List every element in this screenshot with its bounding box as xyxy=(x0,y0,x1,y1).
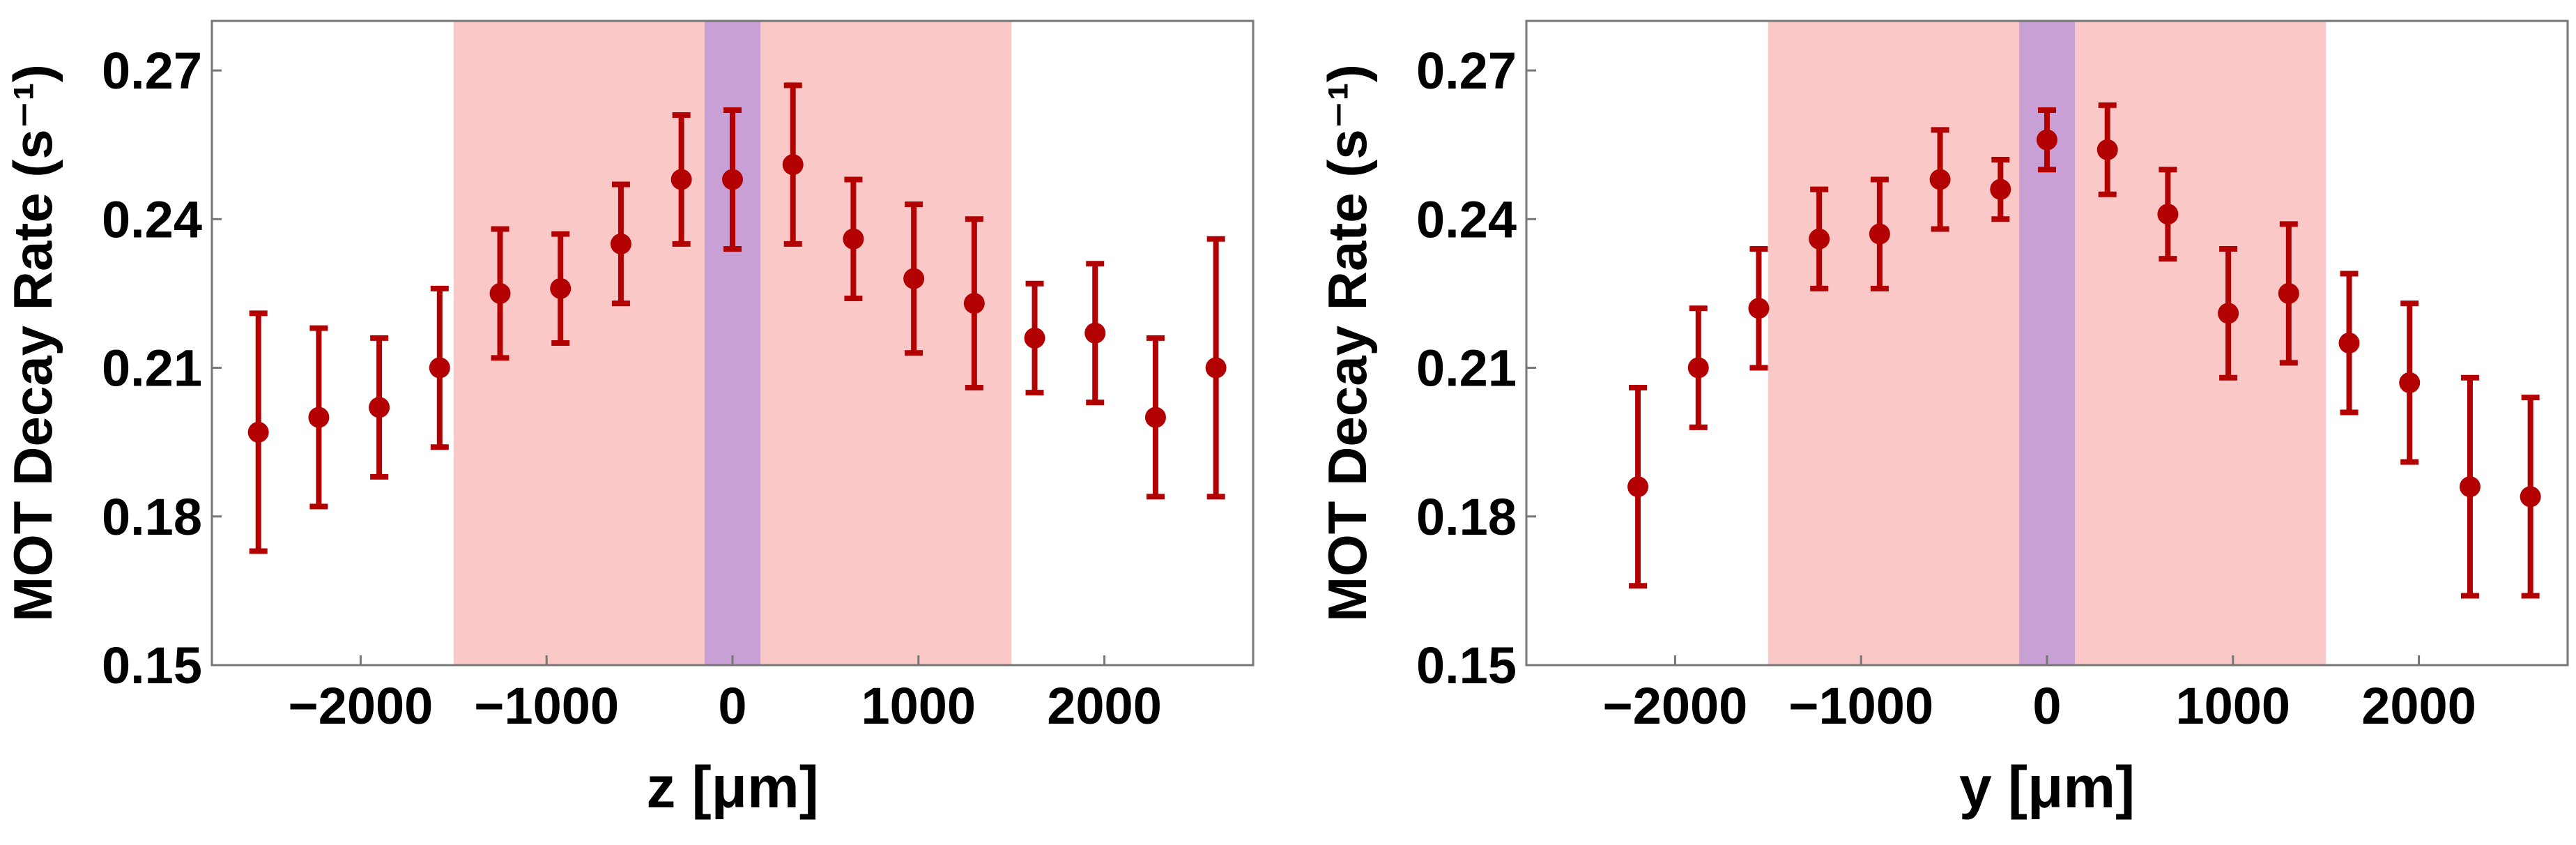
data-point xyxy=(1687,357,1709,379)
x-tick-label: −1000 xyxy=(474,677,619,735)
y-axis-label: MOT Decay Rate (s⁻¹) xyxy=(1317,64,1378,622)
data-point xyxy=(247,421,269,443)
x-tick-label: −1000 xyxy=(1788,677,1933,735)
data-point xyxy=(670,169,692,190)
x-tick-label: 2000 xyxy=(1047,677,1162,735)
data-point xyxy=(782,154,804,176)
data-point xyxy=(1205,357,1227,379)
data-point xyxy=(1748,298,1770,319)
y-tick-label: 0.27 xyxy=(1416,42,1517,100)
data-point xyxy=(722,169,743,190)
data-point xyxy=(1024,327,1045,349)
data-point xyxy=(1990,178,2011,200)
data-point xyxy=(2399,372,2421,393)
y-tick-label: 0.15 xyxy=(102,637,202,694)
panel-z: 0.150.180.210.240.27−2000 −1000 0 1000 2000 … xyxy=(2,20,1255,820)
x-tick-label: 1000 xyxy=(861,677,976,735)
x-tick-label: −2000 xyxy=(1603,677,1748,735)
y-tick-label: 0.27 xyxy=(102,42,202,100)
data-point xyxy=(1929,169,1951,190)
y-axis-label: MOT Decay Rate (s⁻¹) xyxy=(2,64,63,622)
data-point xyxy=(2520,486,2541,508)
x-tick-label: 0 xyxy=(2032,677,2061,735)
panel-y: 0.150.180.210.240.27−2000 −1000 0 1000 2000 … xyxy=(1317,20,2569,820)
data-point xyxy=(1627,476,1649,498)
y-tick-label: 0.24 xyxy=(102,190,202,248)
data-point xyxy=(308,406,330,428)
x-axis-label: z [μm] xyxy=(646,754,818,820)
data-point xyxy=(903,268,925,289)
data-point xyxy=(1869,223,1890,245)
data-point xyxy=(2157,204,2179,225)
x-tick-label: 0 xyxy=(718,677,746,735)
data-point xyxy=(369,397,390,418)
data-point xyxy=(2096,139,2118,160)
y-tick-label: 0.21 xyxy=(1416,340,1517,397)
y-tick-label: 0.21 xyxy=(102,340,202,397)
x-axis-label: y [μm] xyxy=(1959,754,2135,820)
y-tick-label: 0.18 xyxy=(1416,488,1517,546)
data-point xyxy=(610,233,631,254)
data-point xyxy=(1809,228,1830,250)
data-point xyxy=(1084,322,1106,344)
x-tick-label: −2000 xyxy=(289,677,434,735)
data-point xyxy=(2037,129,2057,151)
y-tick-label: 0.24 xyxy=(1416,190,1517,248)
data-point xyxy=(963,293,985,314)
data-point xyxy=(1144,406,1166,428)
x-tick-label: 2000 xyxy=(2361,677,2476,735)
x-tick-label: 1000 xyxy=(2175,677,2290,735)
data-point xyxy=(2338,333,2360,353)
data-point xyxy=(429,357,450,379)
data-point xyxy=(2218,303,2239,324)
plot-area: 0.15 0.18 0.21 0.24 0.27 −2000 −1000 0 1000 2000 xyxy=(102,20,1255,735)
data-point xyxy=(2459,476,2481,498)
data-point xyxy=(489,282,511,304)
plot-area: 0.15 0.18 0.21 0.24 0.27 −2000 −1000 0 1000 2000 xyxy=(1416,20,2569,735)
data-point xyxy=(2278,282,2299,304)
y-tick-label: 0.18 xyxy=(102,488,202,546)
data-point xyxy=(843,228,864,250)
data-point xyxy=(550,277,572,299)
y-tick-label: 0.15 xyxy=(1416,637,1517,694)
